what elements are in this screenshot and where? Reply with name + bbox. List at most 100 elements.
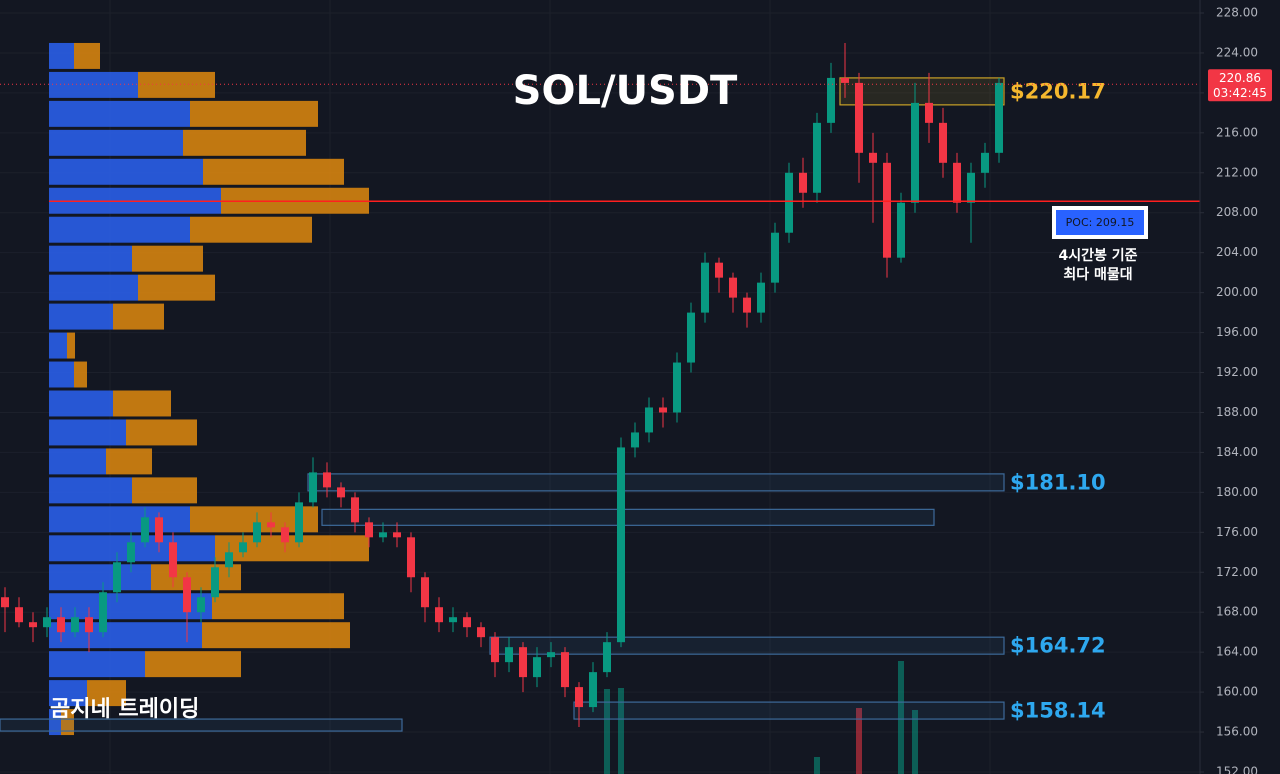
candle-body xyxy=(995,82,1003,153)
profile-sell xyxy=(151,564,241,591)
candle-body xyxy=(673,362,681,413)
candle-body xyxy=(253,522,261,543)
y-tick-label: 192.00 xyxy=(1216,365,1258,379)
candle-body xyxy=(785,172,793,233)
candle-body xyxy=(407,537,415,578)
candle-body xyxy=(757,282,765,313)
candle-body xyxy=(911,102,919,203)
profile-buy xyxy=(49,158,203,185)
candle-body xyxy=(225,552,233,568)
profile-buy xyxy=(49,651,145,678)
candle-body xyxy=(85,617,93,633)
volume xyxy=(604,661,918,774)
profile-sell xyxy=(145,651,241,678)
candle-body xyxy=(729,277,737,298)
candle-body xyxy=(211,567,219,598)
last-price-label: 220.86 xyxy=(1219,71,1261,85)
volume-bar xyxy=(912,710,918,774)
profile-sell xyxy=(61,709,74,736)
candle-body xyxy=(127,542,135,563)
candle-body xyxy=(491,637,499,663)
profile-buy xyxy=(49,506,190,533)
candle-body xyxy=(351,497,359,523)
price-zone xyxy=(573,701,1005,720)
candle-body xyxy=(687,312,695,363)
profile-buy xyxy=(49,564,151,591)
candle-body xyxy=(841,77,849,83)
candle-body xyxy=(519,647,527,678)
zone-label: $158.14 xyxy=(1010,699,1106,723)
y-axis: 152.00 156.00 160.00 164.00 168.00 172.00 176.… xyxy=(1200,6,1272,774)
profile-sell xyxy=(87,680,126,707)
candle-body xyxy=(855,82,863,153)
candle-body xyxy=(869,152,877,163)
candle-body xyxy=(169,542,177,578)
candle-body xyxy=(113,562,121,593)
profile-sell xyxy=(203,158,344,185)
zone-label: $220.17 xyxy=(1010,79,1106,103)
candle-body xyxy=(365,522,373,538)
candle-body xyxy=(463,617,471,628)
last-price-box xyxy=(1208,69,1272,102)
candle-body xyxy=(379,532,387,538)
y-tick-label: 176.00 xyxy=(1216,525,1258,539)
profile-sell xyxy=(138,71,215,98)
price-zone xyxy=(0,718,403,732)
candle-body xyxy=(925,102,933,123)
profile-sell xyxy=(190,216,312,243)
y-tick-label: 172.00 xyxy=(1216,565,1258,579)
price-zone xyxy=(321,508,935,526)
candle-body xyxy=(659,407,667,413)
y-tick-label: 212.00 xyxy=(1216,165,1258,179)
watermark: 곰지네 트레이딩 xyxy=(50,697,199,722)
profile-buy xyxy=(49,303,113,330)
price-zone xyxy=(307,473,1005,492)
candle-body xyxy=(967,172,975,203)
candle-body xyxy=(505,647,513,663)
candle-body xyxy=(393,532,401,538)
profile-sell xyxy=(132,245,203,272)
candle-body xyxy=(71,617,79,633)
y-tick-label: 156.00 xyxy=(1216,725,1258,739)
profile-buy xyxy=(49,448,106,475)
candle-body xyxy=(421,577,429,608)
profile-buy xyxy=(49,274,138,301)
y-tick-label: 152.00 xyxy=(1216,765,1258,774)
y-tick-label: 204.00 xyxy=(1216,245,1258,259)
y-tick-label: 196.00 xyxy=(1216,325,1258,339)
profile-sell xyxy=(138,274,215,301)
candle-body xyxy=(197,597,205,613)
candle-body xyxy=(239,542,247,553)
candle-body xyxy=(743,297,751,313)
candle-body xyxy=(533,657,541,678)
profile-sell xyxy=(74,42,100,69)
y-tick-label: 160.00 xyxy=(1216,685,1258,699)
y-tick-label: 224.00 xyxy=(1216,45,1258,59)
profile-sell xyxy=(132,477,197,504)
grid xyxy=(0,12,1200,773)
candle-body xyxy=(477,627,485,638)
y-tick-label: 188.00 xyxy=(1216,405,1258,419)
candle-body xyxy=(771,232,779,283)
profile-buy xyxy=(49,709,61,736)
candle-body xyxy=(715,262,723,278)
candle-body xyxy=(295,502,303,543)
profile-buy xyxy=(49,332,67,359)
profile-sell xyxy=(215,535,369,562)
y-tick-label: 164.00 xyxy=(1216,645,1258,659)
candle-body xyxy=(701,262,709,313)
poc-box xyxy=(1056,210,1144,235)
candle-body xyxy=(99,592,107,633)
profile-sell xyxy=(113,303,164,330)
volume-bar xyxy=(898,661,904,774)
y-tick-label: 228.00 xyxy=(1216,6,1258,20)
profile-sell xyxy=(74,361,87,388)
candle-body xyxy=(897,202,905,258)
profile-buy xyxy=(49,129,183,156)
y-tick-label: 216.00 xyxy=(1216,125,1258,139)
price-zone xyxy=(489,636,1005,655)
candle-body xyxy=(645,407,653,433)
candle-body xyxy=(589,672,597,708)
